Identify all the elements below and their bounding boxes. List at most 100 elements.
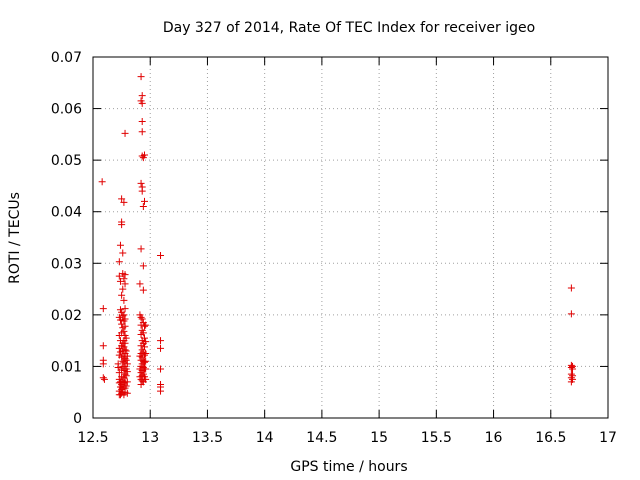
data-point [118, 291, 126, 299]
data-point [141, 197, 148, 205]
data-point [157, 387, 165, 395]
data-point [121, 322, 129, 330]
data-point [121, 280, 129, 288]
data-point [122, 382, 130, 390]
data-point [141, 343, 148, 351]
data-point [137, 245, 145, 253]
data-point [137, 73, 145, 81]
data-point [141, 322, 148, 330]
data-point [121, 339, 129, 347]
chart-title: Day 327 of 2014, Rate Of TEC Index for r… [163, 20, 535, 36]
data-point [138, 315, 146, 323]
data-point [115, 258, 123, 266]
data-point [141, 151, 148, 159]
y-tick-label: 0.02 [51, 308, 82, 324]
data-point [141, 334, 148, 342]
data-point [123, 368, 131, 376]
data-point [139, 203, 147, 211]
y-tick-label: 0.07 [51, 50, 82, 66]
data-point [118, 221, 126, 229]
data-point [157, 252, 165, 260]
data-point [99, 305, 107, 313]
data-point [138, 117, 146, 125]
data-point [138, 377, 146, 385]
data-point [120, 311, 128, 319]
data-point [123, 389, 131, 397]
data-point [116, 241, 124, 249]
x-tick-label: 15 [370, 430, 388, 446]
y-tick-label: 0.03 [51, 256, 82, 272]
x-tick-labels: 12.5 13 13.5 14 14.5 15 15.5 16 16.5 17 [77, 430, 617, 446]
y-tick-labels: 0 0.01 0.02 0.03 0.04 0.05 0.06 0.07 [51, 50, 82, 427]
data-point [569, 365, 577, 373]
data-point [142, 375, 150, 383]
data-point [138, 92, 146, 100]
data-point [114, 363, 122, 371]
data-point [123, 378, 131, 386]
data-point [141, 351, 148, 359]
data-point [142, 350, 150, 358]
data-point [120, 343, 128, 351]
data-point [99, 374, 107, 382]
data-point [157, 344, 165, 352]
x-tick-label: 13.5 [192, 430, 223, 446]
data-point [121, 271, 129, 279]
data-point [123, 360, 131, 368]
x-tick-label: 16 [485, 430, 503, 446]
data-point [569, 375, 577, 383]
data-point [119, 285, 127, 293]
x-tick-label: 15.5 [421, 430, 452, 446]
x-tick-label: 17 [599, 430, 617, 446]
x-tick-label: 13 [141, 430, 159, 446]
data-point [99, 360, 107, 368]
x-tick-label: 16.5 [535, 430, 566, 446]
data-point [100, 375, 108, 383]
data-point [122, 347, 130, 355]
data-point [139, 262, 147, 270]
data-point [142, 321, 150, 329]
data-point [139, 286, 147, 294]
y-tick-label: 0 [73, 411, 82, 427]
data-point [122, 356, 130, 364]
data-point [142, 357, 150, 365]
data-point [567, 363, 575, 371]
data-point [142, 365, 150, 373]
data-point [157, 365, 165, 373]
data-point [138, 187, 146, 195]
data-point [120, 198, 128, 206]
data-point [567, 284, 575, 292]
data-point [567, 310, 575, 318]
data-point [141, 358, 148, 366]
data-point [120, 275, 128, 283]
x-tick-label: 12.5 [77, 430, 108, 446]
data-point [120, 327, 128, 335]
data-point [123, 352, 131, 360]
data-point [120, 296, 128, 304]
data-point [122, 334, 130, 342]
x-tick-label: 14.5 [306, 430, 337, 446]
x-axis-label: GPS time / hours [290, 459, 407, 475]
data-point [118, 195, 126, 203]
y-tick-label: 0.05 [51, 153, 82, 169]
tick-marks [92, 56, 609, 419]
data-point [139, 329, 147, 337]
data-point [116, 316, 124, 324]
data-point [121, 305, 129, 313]
y-tick-label: 0.01 [51, 359, 82, 375]
data-point [137, 313, 145, 321]
data-point [99, 342, 107, 350]
data-point [122, 372, 130, 380]
data-point [136, 280, 144, 288]
data-points [98, 73, 577, 399]
x-tick-label: 14 [256, 430, 274, 446]
data-point [138, 128, 146, 136]
data-point [98, 178, 106, 186]
y-axis-label: ROTI / TECUs [7, 192, 23, 284]
data-point [137, 179, 145, 187]
grid-lines [93, 57, 608, 418]
data-point [121, 129, 129, 137]
y-tick-label: 0.04 [51, 205, 82, 221]
data-point [119, 249, 127, 257]
